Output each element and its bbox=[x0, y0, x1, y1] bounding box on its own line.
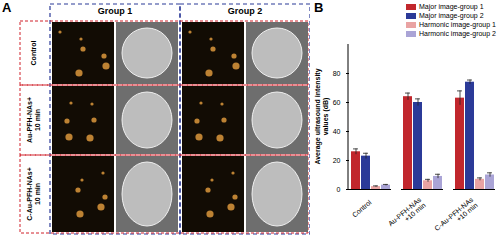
html-text:Major image-group 1: Major image-group 1 bbox=[419, 3, 484, 10]
svg-text:Au-PFH-NAs+10 min: Au-PFH-NAs+10 min bbox=[387, 196, 427, 233]
svg-text:0: 0 bbox=[337, 186, 341, 193]
svg-text:80: 80 bbox=[333, 70, 341, 77]
svg-text:A: A bbox=[2, 0, 12, 15]
svg-text:C-Au-PFH-NAs+10 min: C-Au-PFH-NAs+10 min bbox=[26, 167, 41, 220]
svg-text:C-Au-PFH-NAs+10 min: C-Au-PFH-NAs+10 min bbox=[433, 196, 479, 237]
svg-text:Control: Control bbox=[30, 41, 37, 66]
html-text:Major image-group 2: Major image-group 2 bbox=[419, 12, 484, 19]
svg-text:Group 2: Group 2 bbox=[228, 6, 263, 16]
svg-text:20: 20 bbox=[333, 157, 341, 164]
html-text:Harmonic image-group 1: Harmonic image-group 1 bbox=[419, 21, 496, 28]
svg-text:40: 40 bbox=[333, 128, 341, 135]
html-text:B: B bbox=[314, 0, 324, 15]
svg-text:60: 60 bbox=[333, 99, 341, 106]
svg-text:Control: Control bbox=[351, 198, 373, 218]
svg-text:Au-PFH-NAs+10 min: Au-PFH-NAs+10 min bbox=[26, 97, 41, 143]
svg-text:Group 1: Group 1 bbox=[98, 6, 133, 16]
svg-text:Average ultrasound intensityva: Average ultrasound intensityvalues (dB) bbox=[314, 68, 330, 164]
html-text:Harmonic image-group 2: Harmonic image-group 2 bbox=[419, 30, 496, 37]
